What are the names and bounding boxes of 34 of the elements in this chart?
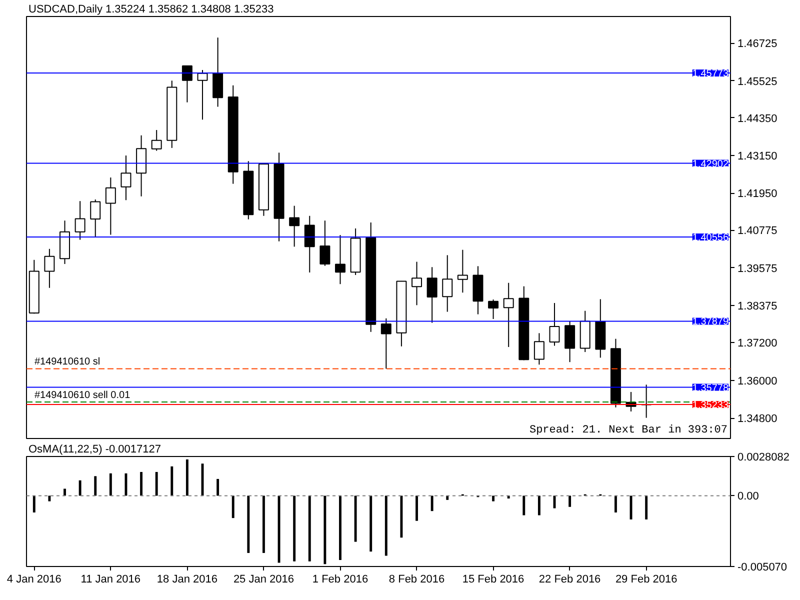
y-tick-label: 1.34800 (738, 413, 778, 426)
x-tick-label: 1 Feb 2016 (312, 574, 368, 586)
x-tick-label: 29 Feb 2016 (615, 574, 678, 586)
ref-line-label: 1.40556 (692, 232, 729, 244)
y-tick-label: 1.40775 (738, 225, 778, 238)
y-tick-label: 1.39575 (738, 262, 778, 275)
y-tick-label: 1.41950 (738, 188, 778, 200)
chart-title: USDCAD,Daily 1.35224 1.35862 1.34808 1.35233 (28, 4, 274, 16)
annotation: Spread: 21. Next Bar in 393:07 (529, 424, 728, 436)
y-tick-label: 1.45525 (738, 76, 778, 88)
y-tick-label: 1.43150 (738, 150, 778, 162)
x-tick-label: 11 Jan 2016 (80, 574, 141, 586)
y-tick-label: 0.0028082 (738, 452, 790, 464)
ref-line-label: 1.37879 (692, 316, 729, 328)
x-tick-label: 18 Jan 2016 (156, 574, 218, 586)
x-tick-label: 8 Feb 2016 (388, 574, 445, 586)
x-tick-label: 4 Jan 2016 (6, 574, 62, 586)
y-tick-label: 1.46725 (738, 38, 778, 50)
chart-title: OsMA(11,22,5) -0.0017127 (28, 444, 161, 456)
y-tick-label: 1.36000 (738, 375, 778, 388)
y-tick-label: 1.44350 (738, 112, 778, 125)
y-tick-label: -0.005070 (738, 562, 788, 574)
x-tick-label: 15 Feb 2016 (462, 574, 524, 586)
ref-line-label: #149410610 sell 0.01 (34, 390, 131, 402)
x-tick-label: 22 Feb 2016 (538, 574, 601, 586)
x-tick-label: 25 Jan 2016 (233, 574, 294, 586)
y-tick-label: 1.38375 (738, 300, 778, 313)
y-tick-label: 0.00 (738, 490, 759, 503)
ref-line-label: 1.45773 (692, 68, 729, 80)
ref-line-label: 1.35778 (692, 382, 729, 394)
ref-line-label: #149410610 sl (34, 356, 100, 368)
ref-line-label: 1.42902 (692, 158, 729, 170)
y-tick-label: 1.37200 (738, 338, 778, 350)
ref-line-label: 1.35233 (692, 400, 729, 411)
